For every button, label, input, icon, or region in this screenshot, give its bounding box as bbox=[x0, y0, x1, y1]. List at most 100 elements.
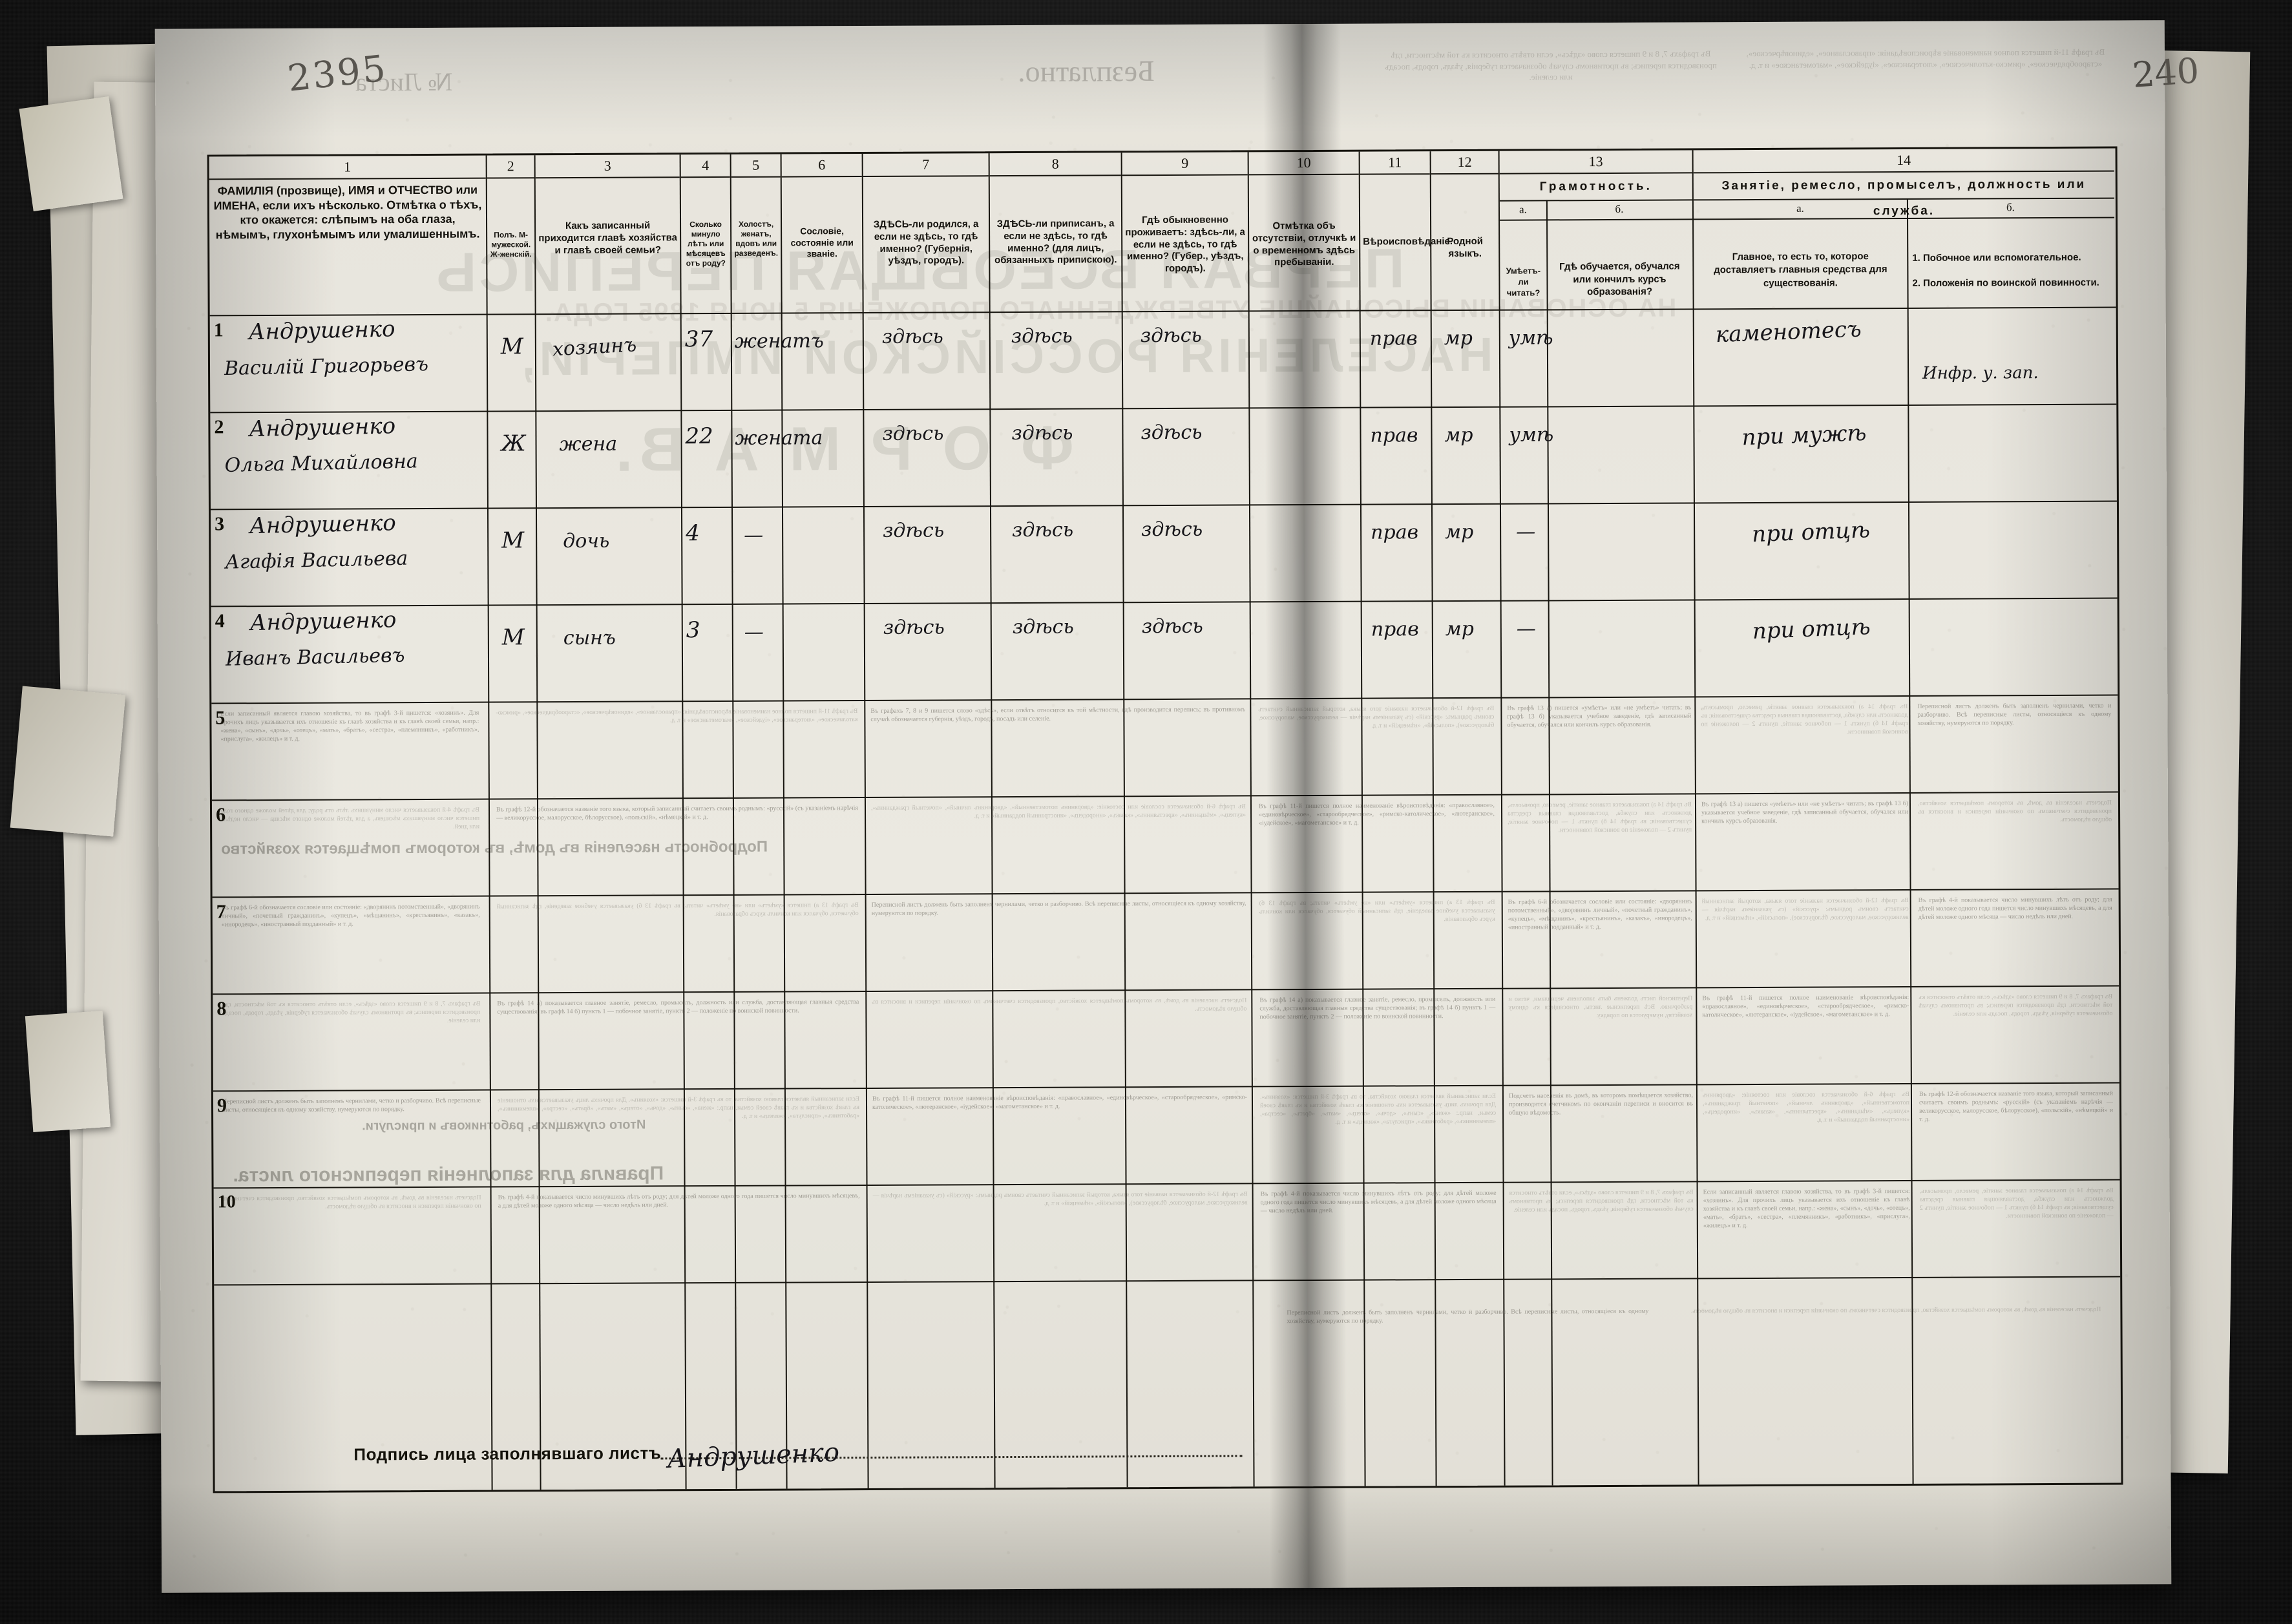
column-number-13: 13 bbox=[1499, 150, 1692, 174]
boilerplate-text: Въ графѣ 13 а) пишется «умѣетъ» или «не … bbox=[1701, 799, 1909, 825]
boilerplate-text: Переписной листъ долженъ быть заполненъ … bbox=[871, 900, 1246, 917]
entry-relation: дочь bbox=[563, 529, 610, 553]
column-header-11: Вѣроисповѣданіе. bbox=[1363, 236, 1453, 248]
showthrough-note-a: Въ графахъ 7, 8 и 9 пишется слово «здѣсь… bbox=[1385, 48, 1717, 82]
entry-birthplace: здѣсь bbox=[883, 616, 945, 639]
boilerplate-text: Въ графѣ 13 а) пишется «умѣетъ» или «не … bbox=[1507, 704, 1692, 729]
column-number-4: 4 bbox=[680, 154, 730, 178]
column-14a-label: а. bbox=[1693, 198, 1908, 220]
entry-surname: Андрушенко bbox=[249, 510, 397, 540]
boilerplate-text: Подсчетъ населенія въ домѣ, въ которомъ … bbox=[872, 997, 1247, 1013]
boilerplate-text: Если записанный является главою хозяйств… bbox=[1259, 1092, 1497, 1126]
entry-religion: прав bbox=[1371, 618, 1419, 641]
boilerplate-text: Подсчетъ населенія въ домѣ, въ которомъ … bbox=[222, 1194, 481, 1210]
boilerplate-text: Въ графѣ 12-й обозначается названіе того… bbox=[1701, 896, 1909, 922]
boilerplate-text: Въ графѣ 14 а) показывается главное заня… bbox=[497, 998, 859, 1016]
column-number-9: 9 bbox=[1122, 152, 1248, 176]
boilerplate-text: Въ графѣ 14 а) показывается главное заня… bbox=[1507, 801, 1692, 834]
torn-paper-fragment-top bbox=[19, 96, 123, 211]
entry-literacy-a: умѣ bbox=[1508, 326, 1553, 350]
column-number-12: 12 bbox=[1431, 151, 1498, 175]
subtotal-note-showthrough: Подробность населенія въ домѣ, въ которо… bbox=[221, 838, 768, 858]
column-13b-header: Гдѣ обучается, обучался или кончилъ курс… bbox=[1559, 260, 1680, 298]
entry-sex: М bbox=[501, 624, 525, 651]
boilerplate-text: Въ графѣ 4-й показывается число минувших… bbox=[498, 1192, 860, 1210]
entry-age: 37 bbox=[684, 326, 713, 353]
boilerplate-text: Въ графѣ 12-й обозначается названіе того… bbox=[872, 1190, 1248, 1207]
entry-marital: — bbox=[744, 620, 764, 644]
entry-surname: Андрушенко bbox=[249, 607, 397, 637]
column-number-8: 8 bbox=[989, 153, 1121, 177]
entry-marital: — bbox=[744, 523, 764, 547]
row-number: 1 bbox=[213, 319, 224, 341]
entry-occupation-side-2: Инфр. у. зап. bbox=[1922, 363, 2039, 383]
entry-relation: жена bbox=[559, 432, 618, 456]
column-header-8: ЗДѢСЬ-ли приписанъ, а если не здѣсь, то … bbox=[994, 218, 1117, 266]
column-14a-header: Главное, то есть то, которое доставляетъ… bbox=[1714, 251, 1887, 289]
boilerplate-text: Переписной листъ долженъ быть заполненъ … bbox=[1917, 702, 2112, 727]
column-header-9: Гдѣ обыкновенно проживаетъ: здѣсь-ли, а … bbox=[1125, 214, 1245, 274]
boilerplate-text: Въ графѣ 4-й показывается число минувших… bbox=[1918, 896, 2112, 921]
boilerplate-text: Въ графѣ 6-й обозначается сословіе или с… bbox=[221, 903, 480, 929]
entry-language: мр bbox=[1444, 326, 1473, 350]
column-header-1: ФАМИЛІЯ (прозвище), ИМЯ и ОТЧЕСТВО или И… bbox=[213, 183, 482, 241]
column-14b-label: б. bbox=[1906, 197, 2115, 219]
signature-label: Подпись лица заполнявшаго листъ bbox=[353, 1443, 662, 1464]
handwritten-page-number: 240 bbox=[2130, 50, 2201, 96]
boilerplate-text: Въ графѣ 14 а) показывается главное заня… bbox=[1259, 995, 1496, 1021]
boilerplate-text: Подсчетъ населенія въ домѣ, въ которомъ … bbox=[1508, 1091, 1694, 1117]
entry-religion: прав bbox=[1371, 521, 1419, 544]
row-number: 3 bbox=[215, 513, 225, 535]
entry-given-name: Агафія Васильева bbox=[224, 547, 408, 574]
showthrough-note-b: Въ графѣ 11-й пишется полное наименовані… bbox=[1746, 47, 2105, 70]
boilerplate-text: Если записанный является главою хозяйств… bbox=[220, 709, 479, 743]
entry-sex: Ж bbox=[501, 430, 526, 457]
entry-marital: жената bbox=[735, 427, 823, 450]
entry-residence: здѣсь bbox=[1141, 518, 1203, 542]
column-header-14: Занятіе, ремесло, промыселъ, должность и… bbox=[1693, 171, 2114, 218]
entry-language: мр bbox=[1445, 520, 1474, 544]
free-of-charge-label: Безплатно. bbox=[1017, 54, 1155, 88]
column-header-12: Родной языкъ. bbox=[1447, 235, 1484, 259]
entry-occupation-main: при мужѣ bbox=[1741, 419, 1867, 451]
entry-given-name: Василій Григорьевъ bbox=[224, 353, 429, 381]
column-14b-header-2: 2. Положенія по воинской повинности. bbox=[1912, 277, 2099, 289]
entry-sex: М bbox=[500, 333, 523, 360]
entry-registered: здѣсь bbox=[1011, 421, 1073, 445]
entry-birthplace: здѣсь bbox=[882, 422, 944, 445]
boilerplate-text: Въ графѣ 4-й показывается число минувших… bbox=[1260, 1189, 1497, 1215]
entry-language: мр bbox=[1444, 423, 1473, 447]
entry-residence: здѣсь bbox=[1141, 615, 1203, 638]
boilerplate-text: Въ графахъ 7, 8 и 9 пишется слово «здѣсь… bbox=[870, 706, 1246, 723]
torn-paper-fragment-middle bbox=[10, 686, 126, 837]
census-table: 1 ФАМИЛІЯ (прозвище), ИМЯ и ОТЧЕСТВО или… bbox=[207, 146, 2123, 1493]
list-number-label: № Листа bbox=[355, 67, 453, 97]
entry-age: 4 bbox=[686, 520, 700, 547]
boilerplate-text: Въ графѣ 14 а) показывается главное заня… bbox=[1701, 702, 1908, 736]
entry-residence: здѣсь bbox=[1140, 324, 1202, 348]
rules-heading-showthrough: Правила для заполненія переписного листа… bbox=[233, 1163, 664, 1186]
entry-age: 22 bbox=[685, 423, 713, 450]
boilerplate-text: Въ графѣ 13 а) пишется «умѣетъ» или «не … bbox=[1259, 898, 1495, 923]
boilerplate-text: Въ графѣ 11-й пишется полное наименовані… bbox=[872, 1093, 1247, 1111]
boilerplate-text: Подсчетъ населенія въ домѣ, въ которомъ … bbox=[1690, 1305, 2101, 1315]
entry-surname: Андрушенко bbox=[249, 413, 396, 443]
boilerplate-text: Въ графахъ 7, 8 и 9 пишется слово «здѣсь… bbox=[1919, 993, 2113, 1018]
entry-registered: здѣсь bbox=[1011, 324, 1073, 348]
column-number-2: 2 bbox=[487, 155, 534, 179]
column-number-14: 14 bbox=[1693, 148, 2114, 174]
entry-given-name: Иванъ Васильевъ bbox=[225, 644, 405, 671]
row-number: 4 bbox=[215, 610, 225, 632]
row-number: 2 bbox=[214, 416, 224, 438]
entry-surname: Андрушенко bbox=[248, 316, 395, 346]
column-header-4: Сколько минуло лѣтъ или мѣсяцевъ отъ род… bbox=[686, 219, 726, 268]
boilerplate-text: Въ графѣ 13 а) пишется «умѣетъ» или «не … bbox=[496, 902, 859, 918]
entry-registered: здѣсь bbox=[1012, 615, 1074, 639]
entry-occupation-main: при отцѣ bbox=[1751, 517, 1871, 548]
boilerplate-text: Переписной листъ долженъ быть заполненъ … bbox=[1287, 1307, 1649, 1325]
column-number-11: 11 bbox=[1360, 151, 1430, 175]
boilerplate-text: Въ графѣ 11-й пишется полное наименовані… bbox=[1258, 801, 1495, 827]
column-header-3: Какъ записанный приходится главѣ хозяйст… bbox=[538, 220, 678, 256]
column-13a-label: а. bbox=[1499, 200, 1547, 221]
boilerplate-text: Переписной листъ долженъ быть заполненъ … bbox=[1508, 995, 1693, 1020]
